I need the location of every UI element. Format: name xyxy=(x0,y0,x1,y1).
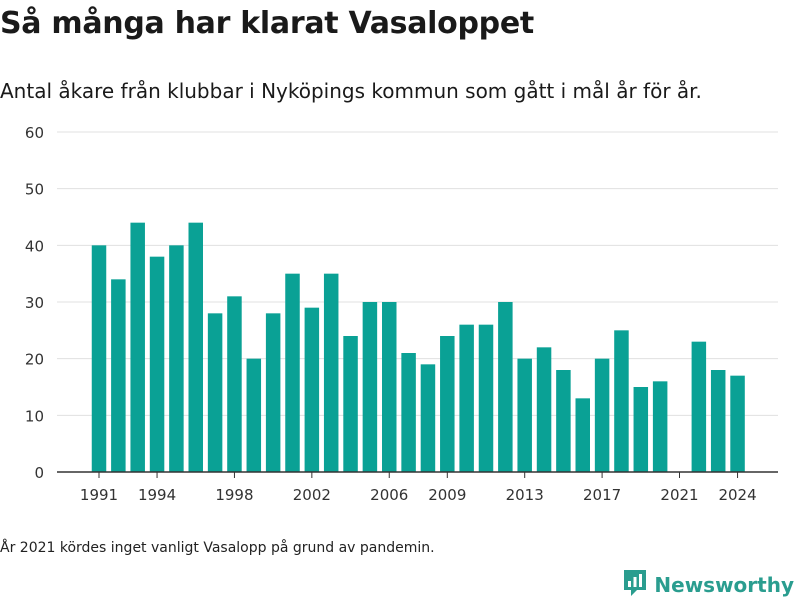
bar-2023 xyxy=(710,370,726,472)
y-tick-label: 40 xyxy=(25,237,44,255)
bar-2008 xyxy=(420,364,436,472)
bar-2004 xyxy=(343,336,358,472)
footnote: År 2021 kördes inget vanligt Vasalopp på… xyxy=(0,540,435,556)
x-tick-label: 1994 xyxy=(138,486,176,504)
bar-2001 xyxy=(285,273,300,472)
bar-2011 xyxy=(478,324,494,472)
bar-2007 xyxy=(401,353,416,472)
bar-1996 xyxy=(188,222,203,472)
x-tick-label: 2024 xyxy=(718,486,756,504)
bar-1992 xyxy=(111,279,126,472)
bar-2006 xyxy=(382,302,397,472)
y-tick-label: 30 xyxy=(25,294,44,312)
bar-1998 xyxy=(227,296,242,472)
y-tick-label: 60 xyxy=(25,124,44,142)
bars xyxy=(91,222,745,472)
bar-2005 xyxy=(362,302,378,472)
x-axis-tick-labels: 1991 1994 1998 2002 2006 2009 2013 2017 2021 2024 xyxy=(80,472,757,504)
bar-2018 xyxy=(614,330,629,472)
y-tick-label: 50 xyxy=(25,181,44,199)
bar-2024 xyxy=(730,375,745,472)
x-tick-label: 2002 xyxy=(293,486,331,504)
bar-1995 xyxy=(169,245,184,472)
y-tick-label: 10 xyxy=(25,407,44,425)
bar-2009 xyxy=(440,336,455,472)
bar-2002 xyxy=(304,307,320,472)
x-tick-label: 1998 xyxy=(215,486,253,504)
x-tick-label: 2013 xyxy=(506,486,544,504)
bar-1997 xyxy=(207,313,223,472)
x-tick-label: 2017 xyxy=(583,486,621,504)
bar-2016 xyxy=(575,398,590,472)
y-axis-tick-labels: 0 10 20 30 40 50 60 xyxy=(25,124,44,482)
y-tick-label: 0 xyxy=(34,464,44,482)
bar-2022 xyxy=(691,341,707,472)
bar-2019 xyxy=(633,387,649,472)
newsworthy-logo-icon xyxy=(622,568,648,602)
bar-2003 xyxy=(323,273,339,472)
bar-1994 xyxy=(149,256,165,472)
bar-1991 xyxy=(91,245,107,472)
bar-2013 xyxy=(517,358,532,472)
bar-2020 xyxy=(652,381,668,472)
bar-1999 xyxy=(246,358,262,472)
bar-2000 xyxy=(265,313,281,472)
bar-2010 xyxy=(459,324,474,472)
brand-logo[interactable]: Newsworthy xyxy=(622,568,794,602)
x-tick-label: 2006 xyxy=(370,486,408,504)
bar-2017 xyxy=(594,358,610,472)
x-tick-label: 1991 xyxy=(80,486,118,504)
y-tick-label: 20 xyxy=(25,351,44,369)
bar-2015 xyxy=(556,370,571,472)
chart-title: Så många har klarat Vasaloppet xyxy=(0,6,534,41)
bar-1993 xyxy=(130,222,145,472)
gridlines xyxy=(57,131,778,416)
chart-subtitle: Antal åkare från klubbar i Nyköpings kom… xyxy=(0,79,702,103)
x-tick-label: 2009 xyxy=(428,486,466,504)
brand-name: Newsworthy xyxy=(654,573,794,597)
x-tick-label: 2021 xyxy=(660,486,698,504)
bar-2014 xyxy=(536,347,552,472)
bar-2012 xyxy=(498,302,513,472)
